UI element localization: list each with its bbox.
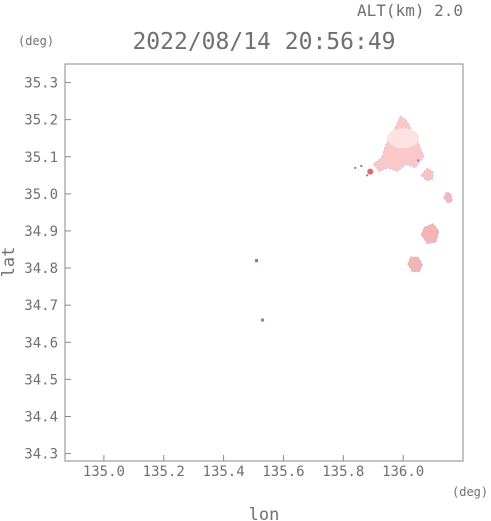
y-tick-label: 34.5 [24, 372, 58, 388]
echo-speck [366, 174, 369, 177]
echo-speck [417, 159, 420, 162]
echo-highlight [387, 128, 420, 149]
y-tick-label: 35.1 [24, 150, 58, 166]
y-tick-label: 34.3 [24, 447, 58, 463]
y-tick-label: 35.3 [24, 76, 58, 92]
x-tick-label: 135.6 [262, 464, 304, 480]
x-unit-label: (deg) [452, 485, 488, 499]
y-tick-label: 34.4 [24, 409, 58, 425]
x-axis-label: lon [249, 505, 280, 521]
x-tick-label: 135.4 [203, 464, 245, 480]
echo-speck-2 [261, 318, 265, 322]
echo-speck [360, 165, 363, 168]
x-tick-label: 135.8 [322, 464, 364, 480]
y-unit-label: (deg) [18, 34, 54, 48]
echo-south-cell-lower [407, 256, 423, 273]
echo-speck-1 [255, 259, 259, 263]
y-axis-ticks: 34.3 34.4 34.5 34.6 34.7 34.8 34.9 35.0 35.1 35.2… [24, 76, 71, 463]
echo-speck [354, 166, 357, 169]
x-tick-label: 135.2 [143, 464, 185, 480]
y-tick-label: 34.6 [24, 335, 58, 351]
y-tick-label: 35.2 [24, 113, 58, 129]
y-tick-label: 34.7 [24, 298, 58, 314]
echo-far-east-cell [443, 191, 453, 204]
x-tick-label: 135.0 [83, 464, 125, 480]
echo-core [367, 168, 374, 175]
altitude-label: ALT(km) 2.0 [357, 1, 463, 20]
echo-east-fringe [420, 167, 434, 182]
plot-area [64, 63, 464, 462]
chart-title: 2022/08/14 20:56:49 [132, 29, 395, 55]
x-tick-label: 136.0 [382, 464, 424, 480]
x-axis-ticks: 135.0 135.2 135.4 135.6 135.8 136.0 [83, 455, 424, 480]
y-tick-label: 35.0 [24, 187, 58, 203]
y-tick-label: 34.8 [24, 261, 58, 277]
echo-layer [255, 115, 453, 322]
echo-south-cell-upper [420, 223, 440, 245]
y-axis-label: lat [0, 247, 19, 278]
y-tick-label: 34.9 [24, 224, 58, 240]
